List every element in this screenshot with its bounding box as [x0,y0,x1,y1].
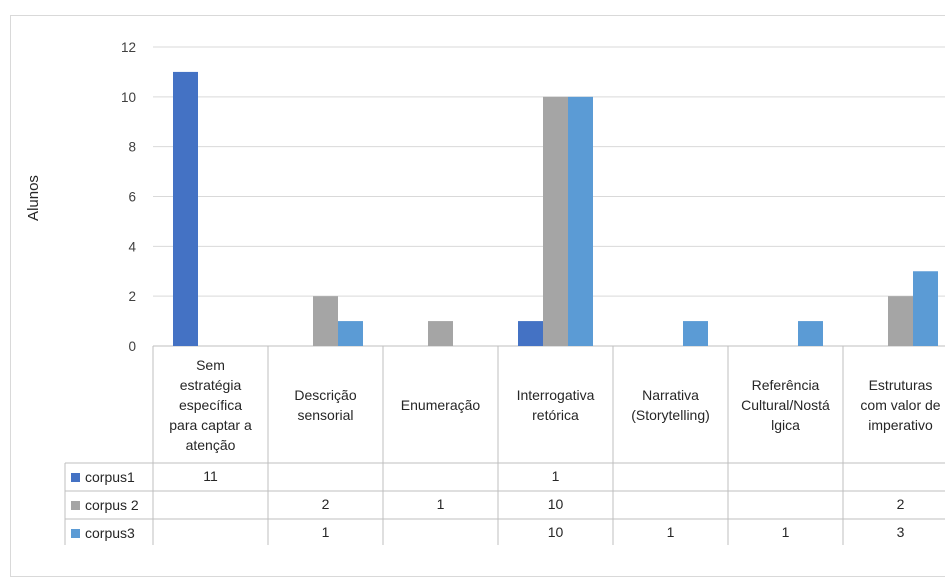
legend-key-corpus3: corpus3 [71,524,135,542]
table-cell: 10 [547,524,564,540]
legend-swatch [71,472,80,482]
y-axis-label: Alunos [25,175,42,221]
table-cell: 2 [321,496,330,512]
y-tick-label: 2 [128,289,136,304]
y-tick-label: 0 [128,339,136,354]
legend-swatch [71,528,80,538]
bars [173,71,938,347]
category-label: Interrogativa retórica [516,386,595,423]
table-cell: 1 [321,524,330,540]
y-tick-label: 8 [128,140,136,155]
legend-label: corpus3 [85,525,135,541]
table-cell: 1 [781,524,790,540]
y-tick-label: 6 [128,190,136,205]
table-cell: 11 [203,468,218,484]
y-tick-label: 10 [121,90,136,105]
bar-corpus1-3 [518,321,543,346]
category-label: Enumeração [400,396,481,413]
bar-corpus3-1 [338,321,363,346]
legend-key-corpus2: corpus 2 [71,496,139,514]
legend-label: corpus 2 [85,497,139,513]
category-label: Sem estratégia específica para captar a aten… [169,356,252,453]
data-table-lines [64,346,945,545]
y-tick-label: 12 [121,40,136,55]
bar-corpus2-6 [888,296,913,346]
bar-corpus1-0 [173,71,198,347]
legend-key-corpus1: corpus1 [71,468,135,486]
category-label: Descrição sensorial [294,386,357,423]
bar-corpus2-3 [543,96,568,346]
category-label: Narrativa (Storytelling) [631,386,710,423]
bar-corpus3-5 [798,321,823,346]
bar-corpus3-3 [568,96,593,346]
category-label: Referência Cultural/Nostá lgica [741,376,830,433]
bar-corpus3-4 [683,321,708,346]
category-label: Estruturas com valor de imperativo [860,376,941,433]
table-cell: 1 [436,496,445,512]
legend-swatch [71,500,80,510]
table-cell: 1 [666,524,675,540]
table-cell: 2 [896,496,905,512]
legend-label: corpus1 [85,469,135,485]
table-cell: 3 [896,524,905,540]
bar-corpus2-2 [428,321,453,346]
bar-corpus2-1 [313,296,338,346]
bar-corpus3-6 [913,271,938,346]
y-tick-label: 4 [128,239,136,254]
y-tick-labels: 0 2 4 6 8 10 12 [121,40,137,354]
table-cell: 1 [551,468,560,484]
table-cell: 10 [547,496,564,512]
